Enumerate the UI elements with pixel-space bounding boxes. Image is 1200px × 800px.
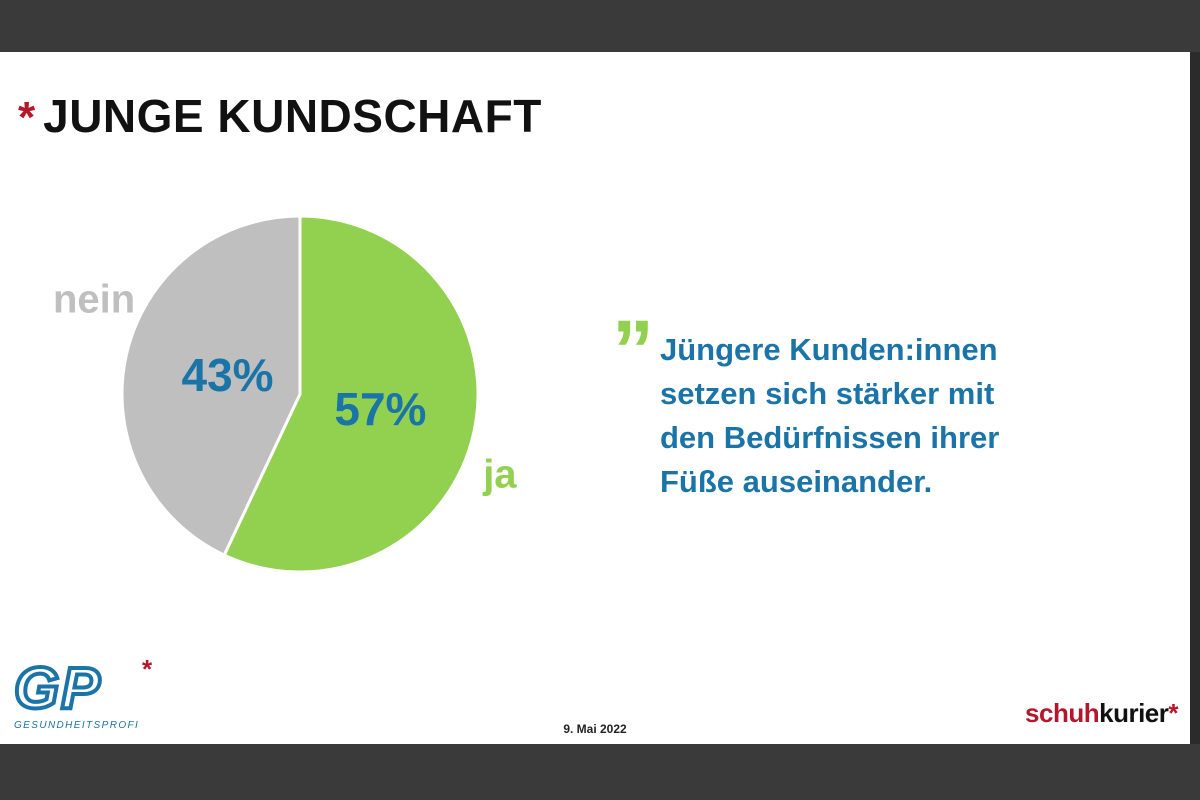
gp-logo-letters: GP [12,656,102,721]
pie-slice-ja [222,214,480,574]
quote-line: Füße auseinander. [660,464,933,499]
pie-category-label-ja: ja [482,453,517,497]
pie-category-label-nein: nein [53,277,135,321]
slide-edge [1190,52,1200,744]
title-row: * JUNGE KUNDSCHAFT [18,92,542,140]
gp-logo: GP * GESUNDHEITSPROFI [12,654,152,731]
schuhkurier-logo-star: * [1168,698,1178,728]
slide: * JUNGE KUNDSCHAFT 57% ja 43% nein ” Jünger… [0,52,1190,744]
pie-chart: 57% ja 43% nein [53,214,517,574]
slide-date: 9. Mai 2022 [563,722,627,736]
page-title: JUNGE KUNDSCHAFT [43,90,542,142]
quote-mark-icon: ” [612,303,654,397]
pie-value-label-ja: 57% [334,383,426,435]
quote-line: den Bedürfnissen ihrer [660,420,1000,455]
quote-line: Jüngere Kunden:innen [660,332,998,367]
gp-logo-star: * [142,654,153,684]
schuhkurier-logo: schuhkurier* [1025,698,1178,729]
schuhkurier-logo-part1: schuh [1025,698,1100,728]
asterisk-icon: * [18,93,36,142]
quote-line: setzen sich stärker mit [660,376,995,411]
pie-slice-nein [120,214,302,558]
quote-text: Jüngere Kunden:innen setzen sich stärker… [660,328,1100,504]
schuhkurier-logo-part2: kurier [1099,698,1169,728]
gp-logo-subtitle: GESUNDHEITSPROFI [14,720,140,731]
pie-value-label-nein: 43% [182,349,274,401]
